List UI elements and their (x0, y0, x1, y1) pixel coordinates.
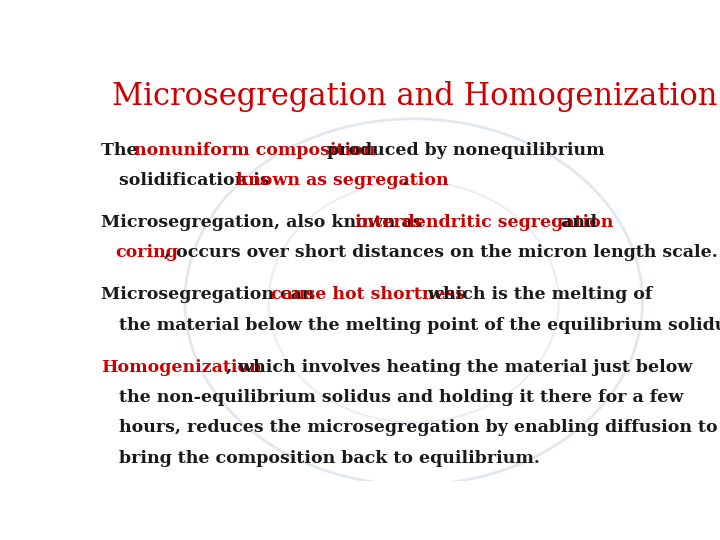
Text: Microsegregation, also known as: Microsegregation, also known as (101, 214, 428, 231)
Text: nonuniform composition: nonuniform composition (134, 141, 376, 159)
Text: known as segregation: known as segregation (236, 172, 449, 189)
Text: and: and (555, 214, 597, 231)
Text: hours, reduces the microsegregation by enabling diffusion to: hours, reduces the microsegregation by e… (101, 420, 718, 436)
Text: coring: coring (115, 245, 178, 261)
Text: solidification is: solidification is (101, 172, 276, 189)
Text: which is the melting of: which is the melting of (422, 286, 652, 303)
Text: interdendritic segregation: interdendritic segregation (355, 214, 613, 231)
Text: The: The (101, 141, 144, 159)
Text: produced by nonequilibrium: produced by nonequilibrium (321, 141, 605, 159)
Text: , occurs over short distances on the micron length scale.: , occurs over short distances on the mic… (164, 245, 718, 261)
Text: cause hot shortness: cause hot shortness (271, 286, 465, 303)
Text: .: . (401, 172, 408, 189)
Text: the non-equilibrium solidus and holding it there for a few: the non-equilibrium solidus and holding … (101, 389, 683, 406)
Text: Microsegregation and Homogenization: Microsegregation and Homogenization (112, 82, 718, 112)
Text: , which involves heating the material just below: , which involves heating the material ju… (226, 359, 692, 376)
Text: bring the composition back to equilibrium.: bring the composition back to equilibriu… (101, 450, 540, 467)
Text: Microsegregation can: Microsegregation can (101, 286, 320, 303)
Text: the material below the melting point of the equilibrium solidus.: the material below the melting point of … (101, 317, 720, 334)
Text: Homogenization: Homogenization (101, 359, 262, 376)
